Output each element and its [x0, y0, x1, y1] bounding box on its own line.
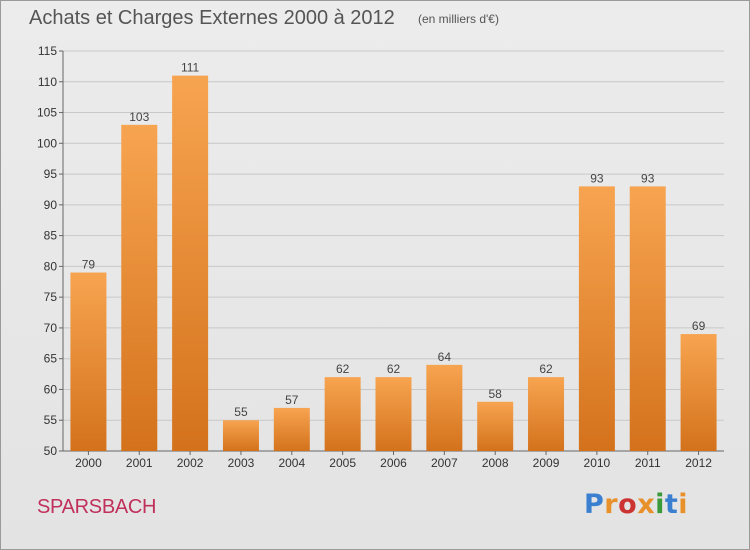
bar-2004 [273, 407, 310, 451]
data-label: 69 [692, 319, 706, 333]
chart-title: Achats et Charges Externes 2000 à 2012 [29, 7, 395, 29]
data-label: 64 [438, 350, 452, 364]
x-tick-label: 2001 [126, 456, 153, 470]
y-tick-label: 50 [44, 444, 58, 458]
data-label: 62 [387, 362, 401, 376]
y-tick-label: 70 [44, 321, 58, 335]
commune-name: SPARSBACH [37, 496, 157, 518]
logo-letter: t [664, 489, 679, 520]
x-tick-label: 2012 [685, 456, 712, 470]
logo-letter: r [604, 489, 619, 520]
y-tick-label: 55 [44, 413, 58, 427]
x-tick-label: 2011 [635, 456, 661, 470]
y-tick-label: 65 [44, 352, 58, 366]
y-tick-label: 110 [38, 75, 57, 89]
bar-2001 [121, 124, 158, 451]
bar-2003 [222, 420, 259, 451]
x-tick-label: 2009 [533, 456, 560, 470]
bar-2000 [70, 272, 107, 451]
y-tick-label: 75 [44, 290, 58, 304]
data-label: 103 [129, 110, 149, 124]
x-tick-label: 2006 [380, 456, 407, 470]
logo-letter: i [655, 489, 665, 520]
y-tick-label: 90 [44, 198, 58, 212]
bar-2012 [680, 334, 717, 451]
proxiti-logo[interactable]: Proxiti [584, 489, 688, 520]
data-label: 57 [285, 393, 299, 407]
data-label: 111 [181, 61, 200, 75]
data-label: 55 [234, 405, 248, 419]
chart-unit: (en milliers d'€) [418, 12, 499, 26]
bar-2010 [578, 186, 615, 451]
y-tick-label: 95 [44, 167, 58, 181]
logo-letter: o [618, 489, 638, 520]
logo-letter: i [678, 489, 689, 520]
bar-2011 [629, 186, 666, 451]
y-tick-label: 80 [44, 259, 58, 273]
data-label: 93 [590, 171, 604, 185]
data-label: 58 [489, 387, 503, 401]
x-tick-label: 2003 [228, 456, 255, 470]
y-tick-label: 115 [38, 44, 57, 58]
x-tick-label: 2007 [431, 456, 458, 470]
logo-letter: x [637, 489, 656, 520]
data-label: 93 [641, 171, 655, 185]
bar-2009 [528, 377, 565, 451]
bar-2008 [477, 401, 514, 451]
x-tick-label: 2008 [482, 456, 509, 470]
data-label: 62 [539, 362, 553, 376]
data-label: 62 [336, 362, 350, 376]
y-tick-label: 60 [44, 382, 58, 396]
x-tick-label: 2005 [329, 456, 356, 470]
data-label: 79 [82, 258, 96, 272]
x-tick-label: 2002 [177, 456, 204, 470]
logo-letter: P [584, 489, 605, 520]
bar-2005 [324, 377, 361, 451]
y-tick-label: 105 [37, 106, 57, 120]
bar-2006 [375, 377, 412, 451]
bar-2007 [426, 364, 463, 451]
y-tick-label: 100 [37, 136, 57, 150]
y-tick-label: 85 [44, 229, 58, 243]
bar-2002 [172, 75, 209, 451]
x-tick-label: 2000 [75, 456, 102, 470]
x-tick-label: 2010 [584, 456, 611, 470]
x-tick-label: 2004 [278, 456, 305, 470]
